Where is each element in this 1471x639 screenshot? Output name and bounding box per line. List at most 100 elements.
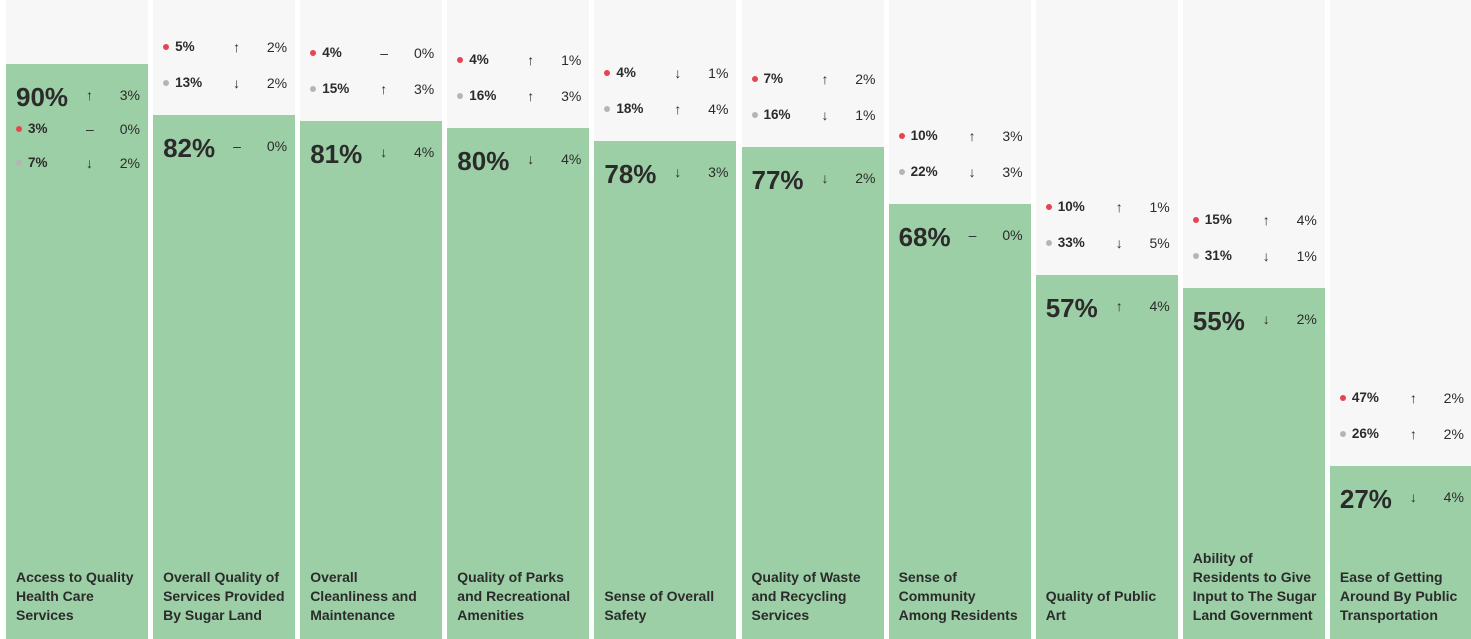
legend-dot: [1192, 216, 1199, 223]
series-value: 3%: [28, 120, 48, 136]
series-value: 33%: [1057, 234, 1085, 250]
column: Sense of Community Among Residents 68% – 0%…: [888, 0, 1031, 639]
series-value: 10%: [1057, 198, 1085, 214]
change-direction: ↑: [1115, 297, 1123, 314]
value-label: 80%: [457, 145, 510, 176]
series-change-direction: ↑: [1115, 198, 1123, 215]
change-label: 2%: [1296, 310, 1317, 327]
category-label: Access to Quality Health Care Services: [16, 569, 134, 623]
series-value: 31%: [1204, 247, 1232, 263]
series-value: 13%: [175, 75, 203, 91]
category-label: Ease of Getting Around By Public Transpo…: [1339, 569, 1458, 623]
series-change: 3%: [1002, 164, 1023, 181]
bar: [888, 204, 1031, 639]
value-label: 82%: [163, 133, 216, 164]
series-change-direction: ↑: [233, 39, 241, 56]
series-change: 1%: [708, 64, 729, 81]
column: Quality of Waste and Recycling Services 7…: [741, 0, 884, 639]
series-value: 15%: [1204, 211, 1232, 227]
series-change: 4%: [708, 100, 729, 117]
series-change: 5%: [1149, 234, 1170, 251]
change-label: 4%: [561, 150, 582, 167]
series-change-direction: ↓: [86, 154, 93, 171]
category-label: Quality of Waste and Recycling Services: [751, 569, 861, 623]
legend-dot: [310, 50, 317, 57]
series-change-direction: ↑: [1262, 211, 1270, 228]
series-value: 15%: [322, 81, 350, 97]
change-label: 4%: [1149, 297, 1170, 314]
series-change: 3%: [561, 87, 582, 104]
change-direction: ↓: [1409, 489, 1417, 506]
value-label: 77%: [751, 164, 804, 195]
legend-dot: [457, 92, 464, 99]
change-label: 0%: [1002, 227, 1023, 244]
bar: [594, 140, 737, 639]
series-change-direction: ↑: [674, 100, 682, 117]
change-label: 2%: [855, 169, 876, 186]
series-change: 1%: [855, 106, 876, 123]
legend-dot: [163, 44, 170, 51]
series-change: 0%: [119, 120, 140, 137]
bar: [447, 127, 590, 639]
legend-dot: [310, 86, 317, 93]
series-value: 4%: [469, 51, 489, 67]
legend-dot: [163, 80, 170, 87]
legend-dot: [898, 133, 905, 140]
bar: [1182, 287, 1325, 639]
change-direction: ↓: [1262, 310, 1270, 327]
legend-dot: [1192, 252, 1199, 259]
category-label: Overall Quality of Services Provided By …: [163, 569, 285, 623]
legend-dot: [16, 125, 22, 132]
value-label: 68%: [898, 222, 951, 253]
change-label: 0%: [266, 138, 288, 155]
legend-dot: [604, 69, 611, 76]
column: Overall Cleanliness and Maintenance 81% ↓ 4…: [300, 0, 443, 639]
series-change-direction: ↑: [1409, 390, 1417, 407]
series-value: 16%: [469, 87, 497, 103]
series-change-direction: ↑: [380, 81, 388, 98]
column: Quality of Parks and Recreational Amenit…: [447, 0, 590, 639]
series-value: 26%: [1351, 426, 1379, 442]
series-change: 1%: [1149, 198, 1170, 215]
series-change: 2%: [119, 154, 140, 171]
series-change-direction: ↑: [527, 51, 535, 68]
change-direction: ↓: [674, 163, 682, 180]
series-change-direction: ↓: [968, 164, 976, 181]
legend-dot: [457, 56, 464, 63]
series-value: 16%: [763, 106, 791, 122]
category-label: Sense of Overall Safety: [604, 588, 715, 623]
series-value: 4%: [322, 45, 342, 61]
series-change-direction: –: [86, 120, 94, 137]
series-value: 7%: [763, 70, 784, 86]
value-label: 81%: [310, 139, 363, 170]
series-change: 2%: [855, 70, 876, 87]
series-change-direction: ↓: [1115, 234, 1123, 251]
change-direction: ↑: [86, 86, 93, 103]
bar: [1329, 466, 1471, 639]
series-value: 22%: [910, 164, 938, 180]
column: Overall Quality of Services Provided By …: [153, 0, 296, 639]
series-change: 0%: [413, 45, 435, 62]
bar: [300, 121, 443, 639]
bar: [1035, 274, 1178, 639]
series-change: 4%: [1296, 211, 1317, 228]
series-change-direction: ↑: [821, 70, 829, 87]
column: Ability of Residents to Give Input to Th…: [1182, 0, 1325, 639]
category-label: Overall Cleanliness and Maintenance: [310, 569, 417, 623]
series-value: 18%: [616, 100, 644, 116]
series-change-direction: ↑: [527, 87, 535, 104]
legend-dot: [1045, 203, 1052, 210]
category-label: Quality of Public Art: [1045, 588, 1157, 623]
series-change-direction: ↓: [674, 64, 682, 81]
value-label: 78%: [604, 158, 657, 189]
change-label: 4%: [413, 144, 435, 161]
series-value: 5%: [175, 39, 195, 55]
series-change-direction: ↓: [233, 75, 241, 92]
change-direction: ↓: [380, 144, 388, 161]
column: Ease of Getting Around By Public Transpo…: [1329, 0, 1471, 639]
series-change: 3%: [1002, 128, 1023, 145]
legend-dot: [1339, 395, 1346, 402]
legend-dot: [751, 75, 758, 82]
series-value: 47%: [1351, 390, 1379, 406]
bar: [153, 115, 296, 639]
